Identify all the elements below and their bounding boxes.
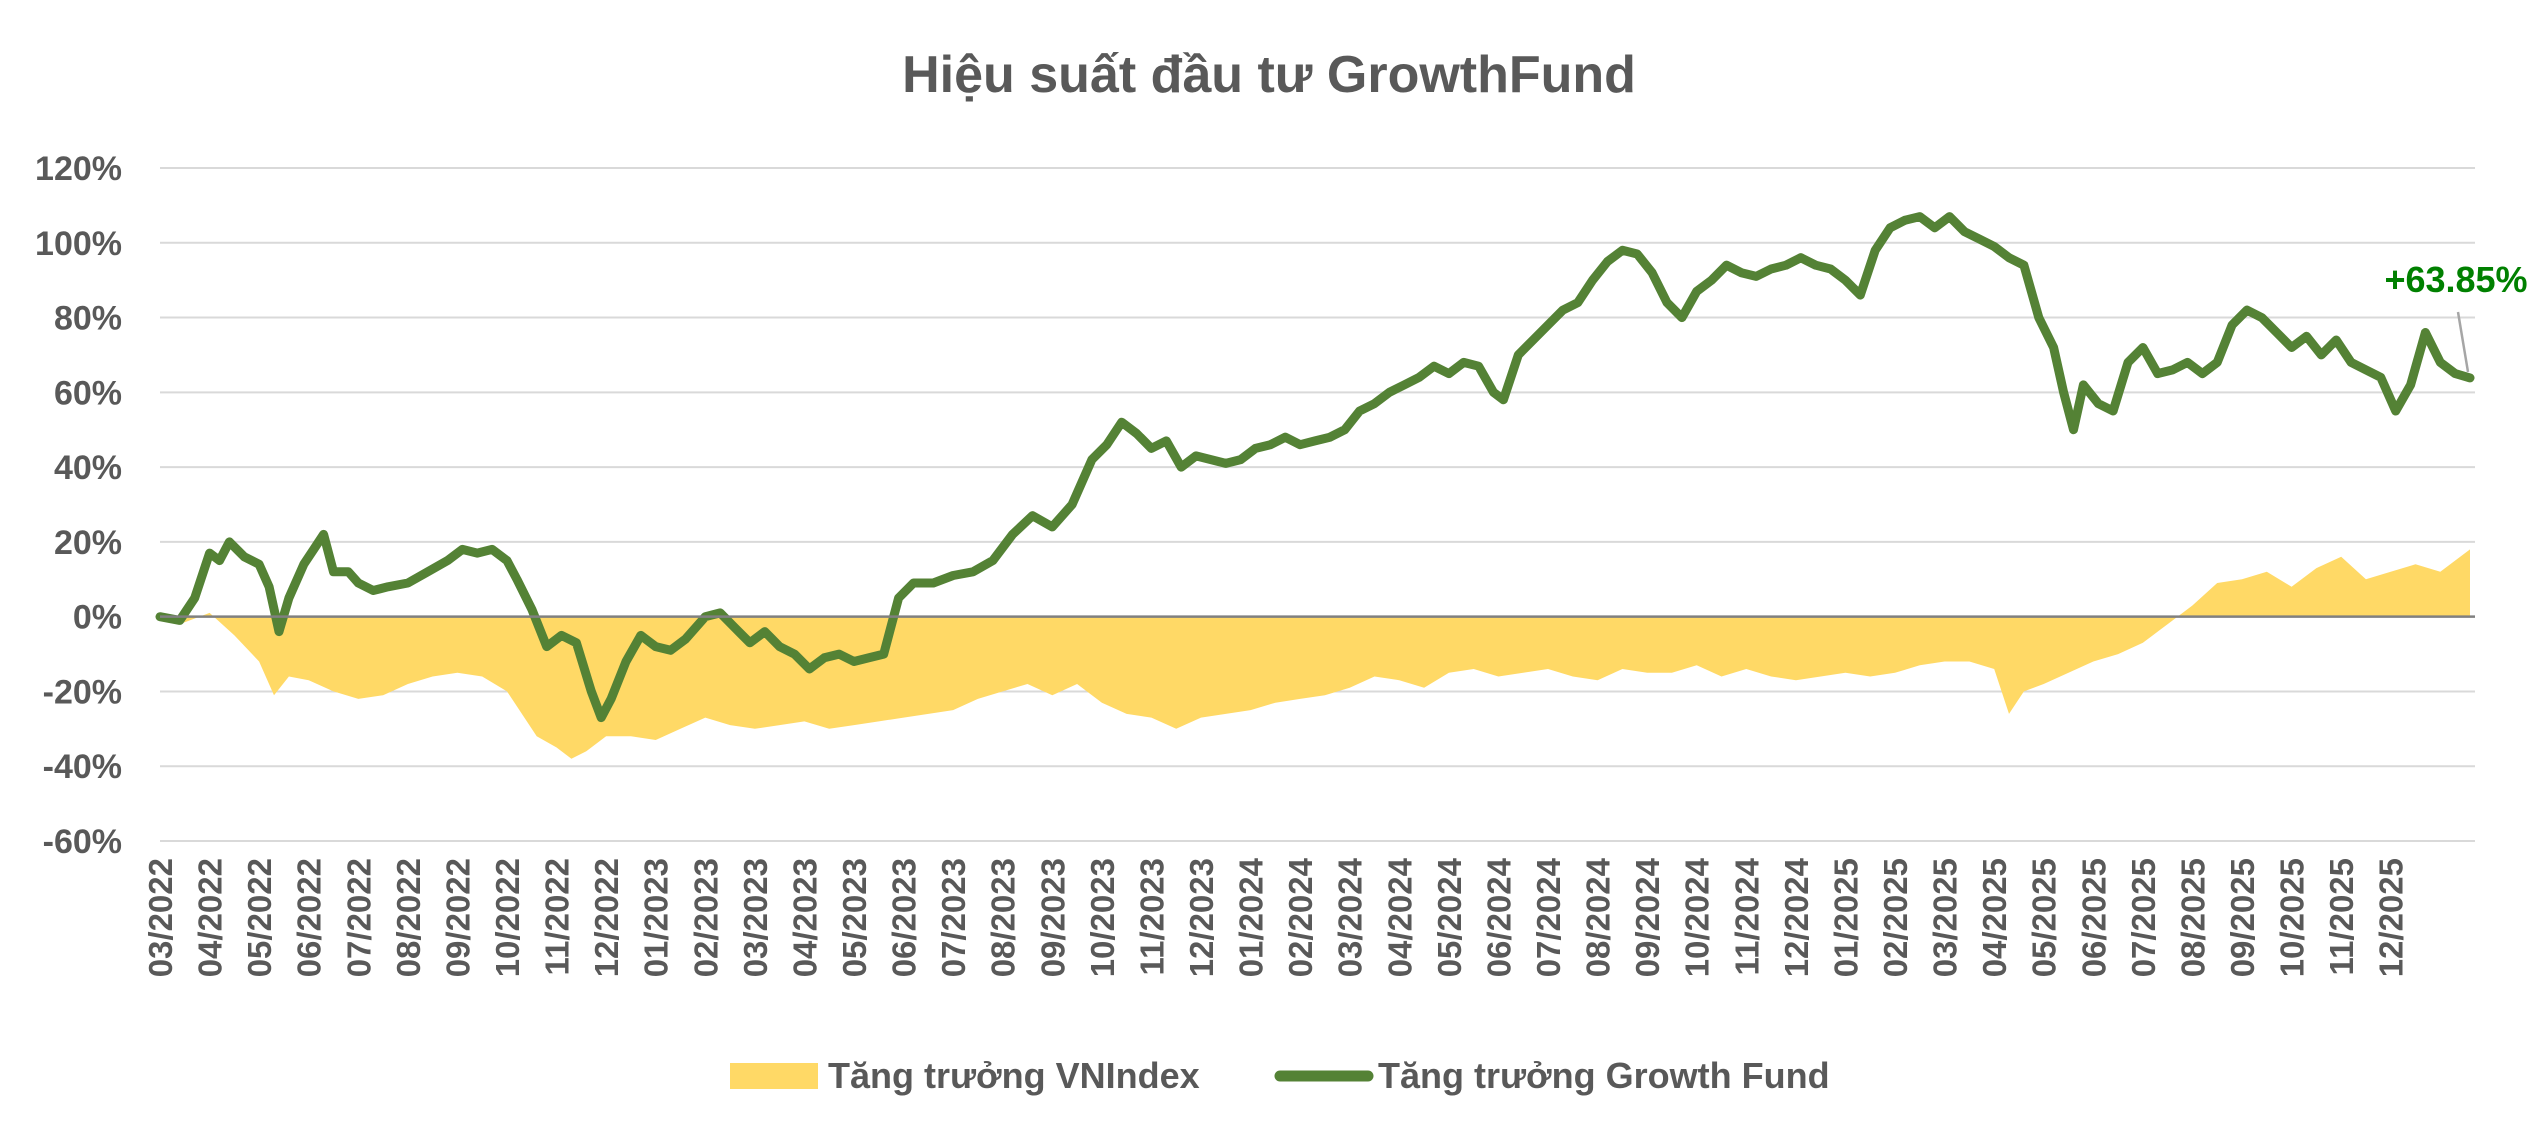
y-tick-label: 40%	[54, 449, 122, 487]
y-tick-label: 80%	[54, 300, 122, 338]
annotation: +63.85%	[2384, 259, 2528, 373]
x-tick-label: 07/2022	[340, 858, 377, 977]
x-tick-label: 12/2024	[1778, 857, 1815, 977]
annotation-leader-line	[2456, 311, 2470, 373]
x-tick-label: 05/2024	[1431, 857, 1468, 977]
x-tick-label: 07/2025	[2125, 858, 2162, 977]
x-tick-label: 11/2024	[1728, 857, 1765, 975]
x-tick-label: 04/2022	[192, 858, 229, 977]
legend-label-vnindex: Tăng trưởng VNIndex	[828, 1055, 1200, 1096]
x-tick-label: 03/2022	[142, 858, 179, 977]
annotation-label: +63.85%	[2384, 259, 2527, 300]
x-tick-label: 02/2025	[1877, 858, 1914, 977]
x-tick-label: 02/2024	[1282, 857, 1319, 977]
y-tick-label: 100%	[35, 225, 122, 263]
x-tick-label: 10/2022	[489, 858, 526, 977]
x-tick-label: 11/2022	[539, 858, 576, 975]
x-tick-label: 12/2025	[2373, 858, 2410, 977]
x-tick-label: 05/2025	[2026, 858, 2063, 977]
chart-title: Hiệu suất đầu tư GrowthFund	[902, 46, 1636, 104]
grid	[160, 167, 2475, 842]
x-tick-label: 03/2023	[737, 858, 774, 977]
x-tick-label: 04/2024	[1381, 857, 1418, 977]
x-tick-label: 09/2023	[1034, 858, 1071, 977]
x-tick-label: 05/2022	[241, 858, 278, 977]
y-tick-label: 20%	[54, 524, 122, 562]
x-tick-label: 08/2024	[1580, 857, 1617, 977]
x-tick-label: 08/2023	[985, 858, 1022, 977]
x-tick-label: 08/2025	[2174, 858, 2211, 977]
x-tick-label: 01/2025	[1827, 858, 1864, 977]
growth-fund-line-layer	[155, 212, 2475, 723]
x-tick-label: 12/2022	[588, 858, 625, 977]
x-tick-label: 07/2023	[935, 858, 972, 977]
x-tick-label: 06/2024	[1480, 857, 1517, 977]
x-tick-label: 04/2025	[1976, 858, 2013, 977]
x-tick-label: 11/2025	[2323, 858, 2360, 975]
x-axis-ticks: 03/2022 04/2022 05/2022 06/2022 07/2022 08/20…	[142, 857, 2410, 977]
x-tick-label: 06/2022	[291, 858, 328, 977]
y-tick-label: 120%	[35, 150, 122, 188]
y-tick-label: -40%	[43, 748, 122, 786]
x-tick-label: 01/2023	[638, 858, 675, 977]
x-tick-label: 06/2023	[886, 858, 923, 977]
y-tick-label: -20%	[43, 673, 122, 711]
legend: Tăng trưởng VNIndex Tăng trưởng Growth F…	[730, 1055, 1830, 1096]
x-tick-label: 05/2023	[836, 858, 873, 977]
y-axis-ticks: 120% 100% 80% 60% 40% 20% 0% -20% -40% -60%	[35, 150, 122, 861]
legend-label-growth-fund: Tăng trưởng Growth Fund	[1378, 1055, 1830, 1096]
x-tick-label: 03/2024	[1332, 857, 1369, 977]
y-tick-label: -60%	[43, 823, 122, 861]
x-tick-label: 02/2023	[687, 858, 724, 977]
y-tick-label: 0%	[73, 599, 122, 637]
series-vnindex-area	[160, 549, 2470, 759]
x-tick-label: 03/2025	[1927, 858, 1964, 977]
x-tick-label: 09/2025	[2224, 858, 2261, 977]
x-tick-label: 06/2025	[2075, 858, 2112, 977]
x-tick-label: 11/2023	[1133, 858, 1170, 975]
series-growth-fund-line	[155, 212, 2475, 723]
y-tick-label: 60%	[54, 374, 122, 412]
x-tick-label: 04/2023	[786, 858, 823, 977]
x-tick-label: 01/2024	[1233, 857, 1270, 977]
legend-swatch-vnindex	[730, 1063, 818, 1089]
x-tick-label: 10/2023	[1084, 858, 1121, 977]
x-tick-label: 12/2023	[1183, 858, 1220, 977]
x-tick-label: 09/2024	[1629, 857, 1666, 977]
x-tick-label: 07/2024	[1530, 857, 1567, 977]
x-tick-label: 08/2022	[390, 858, 427, 977]
x-tick-label: 10/2024	[1679, 857, 1716, 977]
x-tick-label: 09/2022	[439, 858, 476, 977]
vnindex-area-layer	[160, 549, 2470, 759]
x-tick-label: 10/2025	[2274, 858, 2311, 977]
